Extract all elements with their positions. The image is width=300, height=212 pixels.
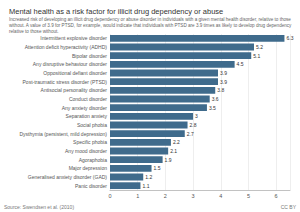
svg-text:Panic disorder: Panic disorder	[75, 183, 107, 189]
svg-text:2.1: 2.1	[170, 148, 177, 154]
svg-text:1: 1	[136, 193, 139, 199]
svg-text:Dysthymia (persistent, mild de: Dysthymia (persistent, mild depression)	[19, 131, 107, 137]
svg-text:3.9: 3.9	[220, 79, 227, 85]
svg-text:Separation anxiety: Separation anxiety	[66, 113, 108, 119]
svg-text:2.2: 2.2	[173, 139, 180, 145]
svg-text:5.2: 5.2	[256, 44, 263, 50]
svg-text:2.7: 2.7	[187, 131, 194, 137]
svg-text:Any anxiety disorder: Any anxiety disorder	[62, 105, 108, 111]
svg-text:3.8: 3.8	[217, 87, 224, 93]
svg-text:3.9: 3.9	[220, 70, 227, 76]
svg-text:Agoraphobia: Agoraphobia	[79, 157, 108, 163]
svg-text:Attention deficit hyperactivit: Attention deficit hyperactivity (ADHD)	[25, 44, 108, 50]
svg-text:Conduct disorder: Conduct disorder	[69, 96, 107, 102]
svg-text:Oppositional defiant disorder: Oppositional defiant disorder	[43, 70, 107, 76]
svg-text:6.3: 6.3	[286, 35, 293, 41]
svg-text:relative to those without.: relative to those without.	[9, 29, 59, 34]
svg-text:Social phobia: Social phobia	[77, 122, 107, 128]
svg-text:3.5: 3.5	[209, 105, 216, 111]
svg-text:2: 2	[164, 193, 167, 199]
svg-text:6: 6	[275, 193, 278, 199]
svg-text:5.1: 5.1	[253, 53, 260, 59]
svg-text:Major depression: Major depression	[69, 165, 108, 171]
svg-text:Specific phobia: Specific phobia	[73, 139, 107, 145]
svg-text:1.9: 1.9	[165, 157, 172, 163]
svg-text:Antisocial personality disorde: Antisocial personality disorder	[41, 87, 108, 93]
svg-text:Post-traumatic stress disorder: Post-traumatic stress disorder (PTSD)	[23, 79, 108, 85]
svg-text:3.6: 3.6	[212, 96, 219, 102]
svg-text:Mental health as a risk factor: Mental health as a risk factor for illic…	[9, 7, 223, 16]
svg-text:without. A value of 3.9 for PT: without. A value of 3.9 for PTSD, for ex…	[9, 23, 293, 28]
svg-text:Any mood disorder: Any mood disorder	[65, 148, 107, 154]
svg-text:Generalised anxiety disorder (: Generalised anxiety disorder (GAD)	[28, 174, 108, 180]
svg-text:Increased risk of developing a: Increased risk of developing an illicit …	[9, 17, 292, 22]
svg-text:3: 3	[195, 113, 198, 119]
svg-text:CC BY: CC BY	[281, 204, 297, 210]
svg-text:Source: Swendsen et al. (2010): Source: Swendsen et al. (2010)	[4, 204, 74, 210]
svg-text:Intermittent explosive disorde: Intermittent explosive disorder	[40, 35, 107, 41]
svg-text:0: 0	[108, 193, 111, 199]
svg-text:3: 3	[192, 193, 195, 199]
svg-text:4.5: 4.5	[237, 61, 244, 67]
svg-text:5: 5	[247, 193, 250, 199]
svg-text:Any disruptive behaviour disor: Any disruptive behaviour disorder	[33, 61, 108, 67]
svg-text:2.8: 2.8	[190, 122, 197, 128]
svg-text:Bipolar disorder: Bipolar disorder	[72, 53, 107, 59]
svg-text:1.5: 1.5	[154, 165, 161, 171]
svg-text:4: 4	[219, 193, 222, 199]
svg-text:1.2: 1.2	[145, 174, 152, 180]
svg-text:1.1: 1.1	[142, 183, 149, 189]
